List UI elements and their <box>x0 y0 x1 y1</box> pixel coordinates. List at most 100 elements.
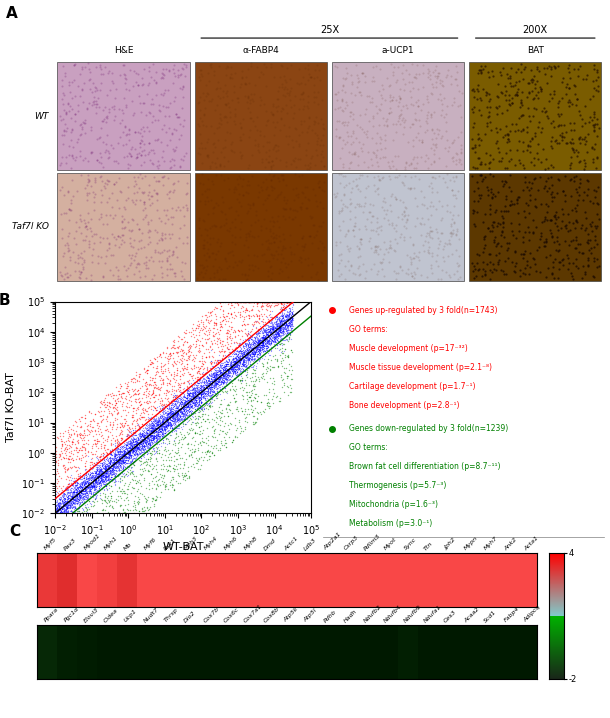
Point <box>85 462 95 473</box>
Point <box>564 225 573 237</box>
Point <box>215 383 224 395</box>
Point <box>269 169 279 181</box>
Point <box>202 191 212 202</box>
Point <box>98 450 107 462</box>
Point <box>166 368 176 379</box>
Point <box>149 185 159 196</box>
Point <box>131 261 141 273</box>
Point <box>96 523 106 534</box>
Point <box>122 444 132 456</box>
Point <box>245 332 254 343</box>
Point <box>127 249 137 261</box>
Point <box>230 103 240 115</box>
Point <box>216 437 226 449</box>
Point <box>178 92 188 103</box>
Point <box>257 336 267 348</box>
Point <box>176 358 185 370</box>
Point <box>143 465 153 476</box>
Point <box>178 403 187 414</box>
Point <box>265 325 274 336</box>
Point <box>77 482 87 494</box>
Point <box>149 420 159 432</box>
Point <box>66 149 76 160</box>
Point <box>493 91 503 103</box>
Point <box>117 381 126 392</box>
Point <box>557 203 567 215</box>
Point <box>87 480 96 491</box>
Point <box>56 428 65 439</box>
Point <box>229 337 239 349</box>
Point <box>168 415 178 426</box>
Point <box>246 112 256 123</box>
Point <box>526 65 536 76</box>
Point <box>116 493 126 504</box>
Point <box>102 463 112 475</box>
Point <box>203 393 212 405</box>
Point <box>152 428 162 439</box>
Point <box>132 436 142 447</box>
Point <box>74 271 84 283</box>
Point <box>564 264 573 275</box>
Point <box>261 332 271 344</box>
Point <box>144 445 154 457</box>
Point <box>214 372 224 383</box>
Point <box>565 173 575 185</box>
Point <box>121 451 131 462</box>
Point <box>157 410 167 421</box>
Point <box>283 389 293 401</box>
Point <box>128 439 138 451</box>
Point <box>247 344 257 355</box>
Point <box>124 511 134 523</box>
Point <box>124 451 134 462</box>
Point <box>102 466 112 477</box>
Point <box>507 225 517 237</box>
Point <box>241 228 251 240</box>
Point <box>581 222 590 233</box>
Point <box>152 422 162 434</box>
Point <box>163 139 173 151</box>
Point <box>88 238 98 249</box>
Point <box>138 429 148 440</box>
Point <box>233 363 243 375</box>
Point <box>113 270 123 281</box>
Point <box>513 124 523 136</box>
Point <box>124 448 134 460</box>
Point <box>110 412 120 424</box>
Point <box>183 398 193 409</box>
Point <box>589 108 599 120</box>
Point <box>223 411 232 422</box>
Point <box>275 324 285 335</box>
Point <box>378 201 387 213</box>
Point <box>157 413 167 424</box>
Point <box>195 320 204 332</box>
Point <box>109 464 118 475</box>
Point <box>282 325 292 337</box>
Point <box>142 435 152 447</box>
Point <box>572 170 581 182</box>
Point <box>82 480 92 491</box>
Point <box>338 161 348 172</box>
Point <box>188 403 198 414</box>
Point <box>196 383 206 394</box>
Point <box>280 90 290 101</box>
Point <box>245 348 254 360</box>
Point <box>89 480 99 491</box>
Point <box>144 442 154 453</box>
Point <box>390 150 400 162</box>
Point <box>98 467 108 479</box>
Point <box>278 299 288 310</box>
Point <box>229 359 239 370</box>
Point <box>98 473 108 485</box>
Point <box>218 378 228 390</box>
Point <box>181 62 190 73</box>
Point <box>63 487 73 498</box>
Point <box>234 298 243 309</box>
Point <box>192 457 201 469</box>
Point <box>470 141 479 152</box>
Point <box>157 230 167 241</box>
Point <box>282 327 292 339</box>
Point <box>228 363 238 374</box>
Point <box>243 353 253 365</box>
Point <box>74 495 84 507</box>
Point <box>162 393 172 405</box>
